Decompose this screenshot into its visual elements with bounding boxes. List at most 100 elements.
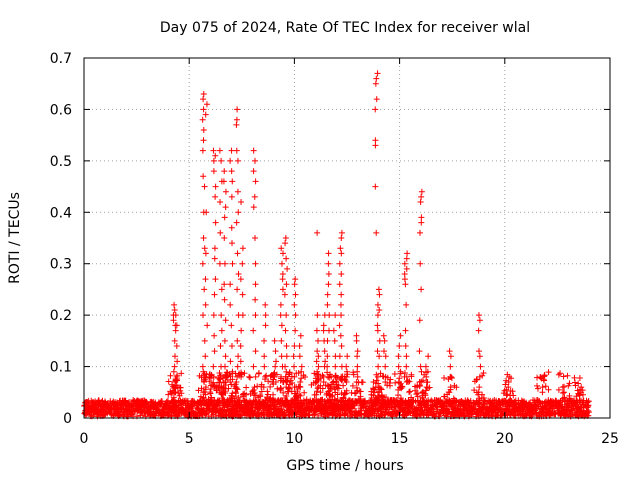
y-tick-label: 0 [63,411,72,427]
data-point [343,363,350,370]
data-point [418,188,425,195]
data-point [201,245,208,252]
data-point [331,386,338,393]
data-point [143,399,150,406]
data-point [222,363,229,370]
data-point [560,373,567,380]
data-point [317,389,324,396]
data-point [507,387,514,394]
data-point [344,353,351,360]
data-point [199,147,206,154]
data-point [324,363,331,370]
data-point [173,343,180,349]
data-point [476,395,483,402]
data-point [425,397,432,404]
data-point [167,372,174,379]
data-point [451,399,458,406]
data-point [258,381,265,388]
data-point [417,199,424,205]
data-point [372,183,379,190]
data-point [418,193,425,200]
data-point [378,386,385,393]
data-point [539,389,546,396]
data-point [354,348,361,355]
data-point [314,229,321,236]
data-point [503,386,510,393]
data-point [404,250,411,257]
data-point [375,392,382,399]
data-point [338,229,345,236]
data-point [215,398,222,405]
data-point [423,379,430,386]
data-point [234,106,241,113]
data-point [372,80,379,87]
data-point [320,327,327,334]
data-point [291,343,298,349]
data-point [225,399,232,406]
data-point [403,363,410,370]
data-point [406,378,413,385]
data-point [222,188,229,195]
data-point [372,142,379,149]
data-point [324,291,331,298]
data-point [475,327,482,334]
data-point [232,389,239,396]
data-point [395,353,402,360]
data-point [219,375,226,382]
data-point [169,399,176,406]
data-point [210,147,217,154]
data-point [250,399,257,406]
x-tick-label: 10 [285,431,303,447]
data-point [296,353,303,360]
data-point [445,376,452,383]
data-point [202,391,209,398]
data-point [418,214,425,221]
data-point [199,397,206,404]
data-point [402,343,409,349]
data-point [473,389,480,396]
y-tick-label: 0.5 [50,154,72,170]
data-point [408,394,415,401]
data-point [534,374,541,381]
grid-lines [84,58,610,418]
x-tick-label: 0 [80,431,89,447]
data-point [220,178,227,185]
data-point [200,312,207,319]
data-point [534,382,541,389]
data-point [261,353,268,360]
data-point [356,399,363,406]
data-point [243,398,250,405]
data-point [274,385,281,392]
data-point [282,395,289,402]
data-point [243,384,250,391]
data-point [504,391,511,398]
data-point [336,281,343,288]
data-point [396,343,403,349]
data-point [280,250,287,257]
data-point [291,373,298,380]
data-point [171,389,178,396]
data-point [200,96,207,103]
data-point [228,343,235,349]
data-point [217,229,224,236]
data-point [500,390,507,397]
data-point [341,391,348,398]
data-point [199,116,206,123]
data-point [349,382,356,389]
data-point [372,399,379,406]
data-point [202,276,209,283]
data-point [202,386,209,393]
data-point [502,381,509,388]
data-point [277,301,284,308]
data-point [254,383,261,390]
data-point [228,193,235,200]
data-point [171,307,178,313]
data-point [262,312,269,319]
data-point [174,377,181,384]
data-point [292,312,299,319]
data-point [585,398,592,405]
data-point [282,327,289,334]
data-point [217,199,224,205]
data-point [441,393,448,400]
data-point [418,378,425,385]
